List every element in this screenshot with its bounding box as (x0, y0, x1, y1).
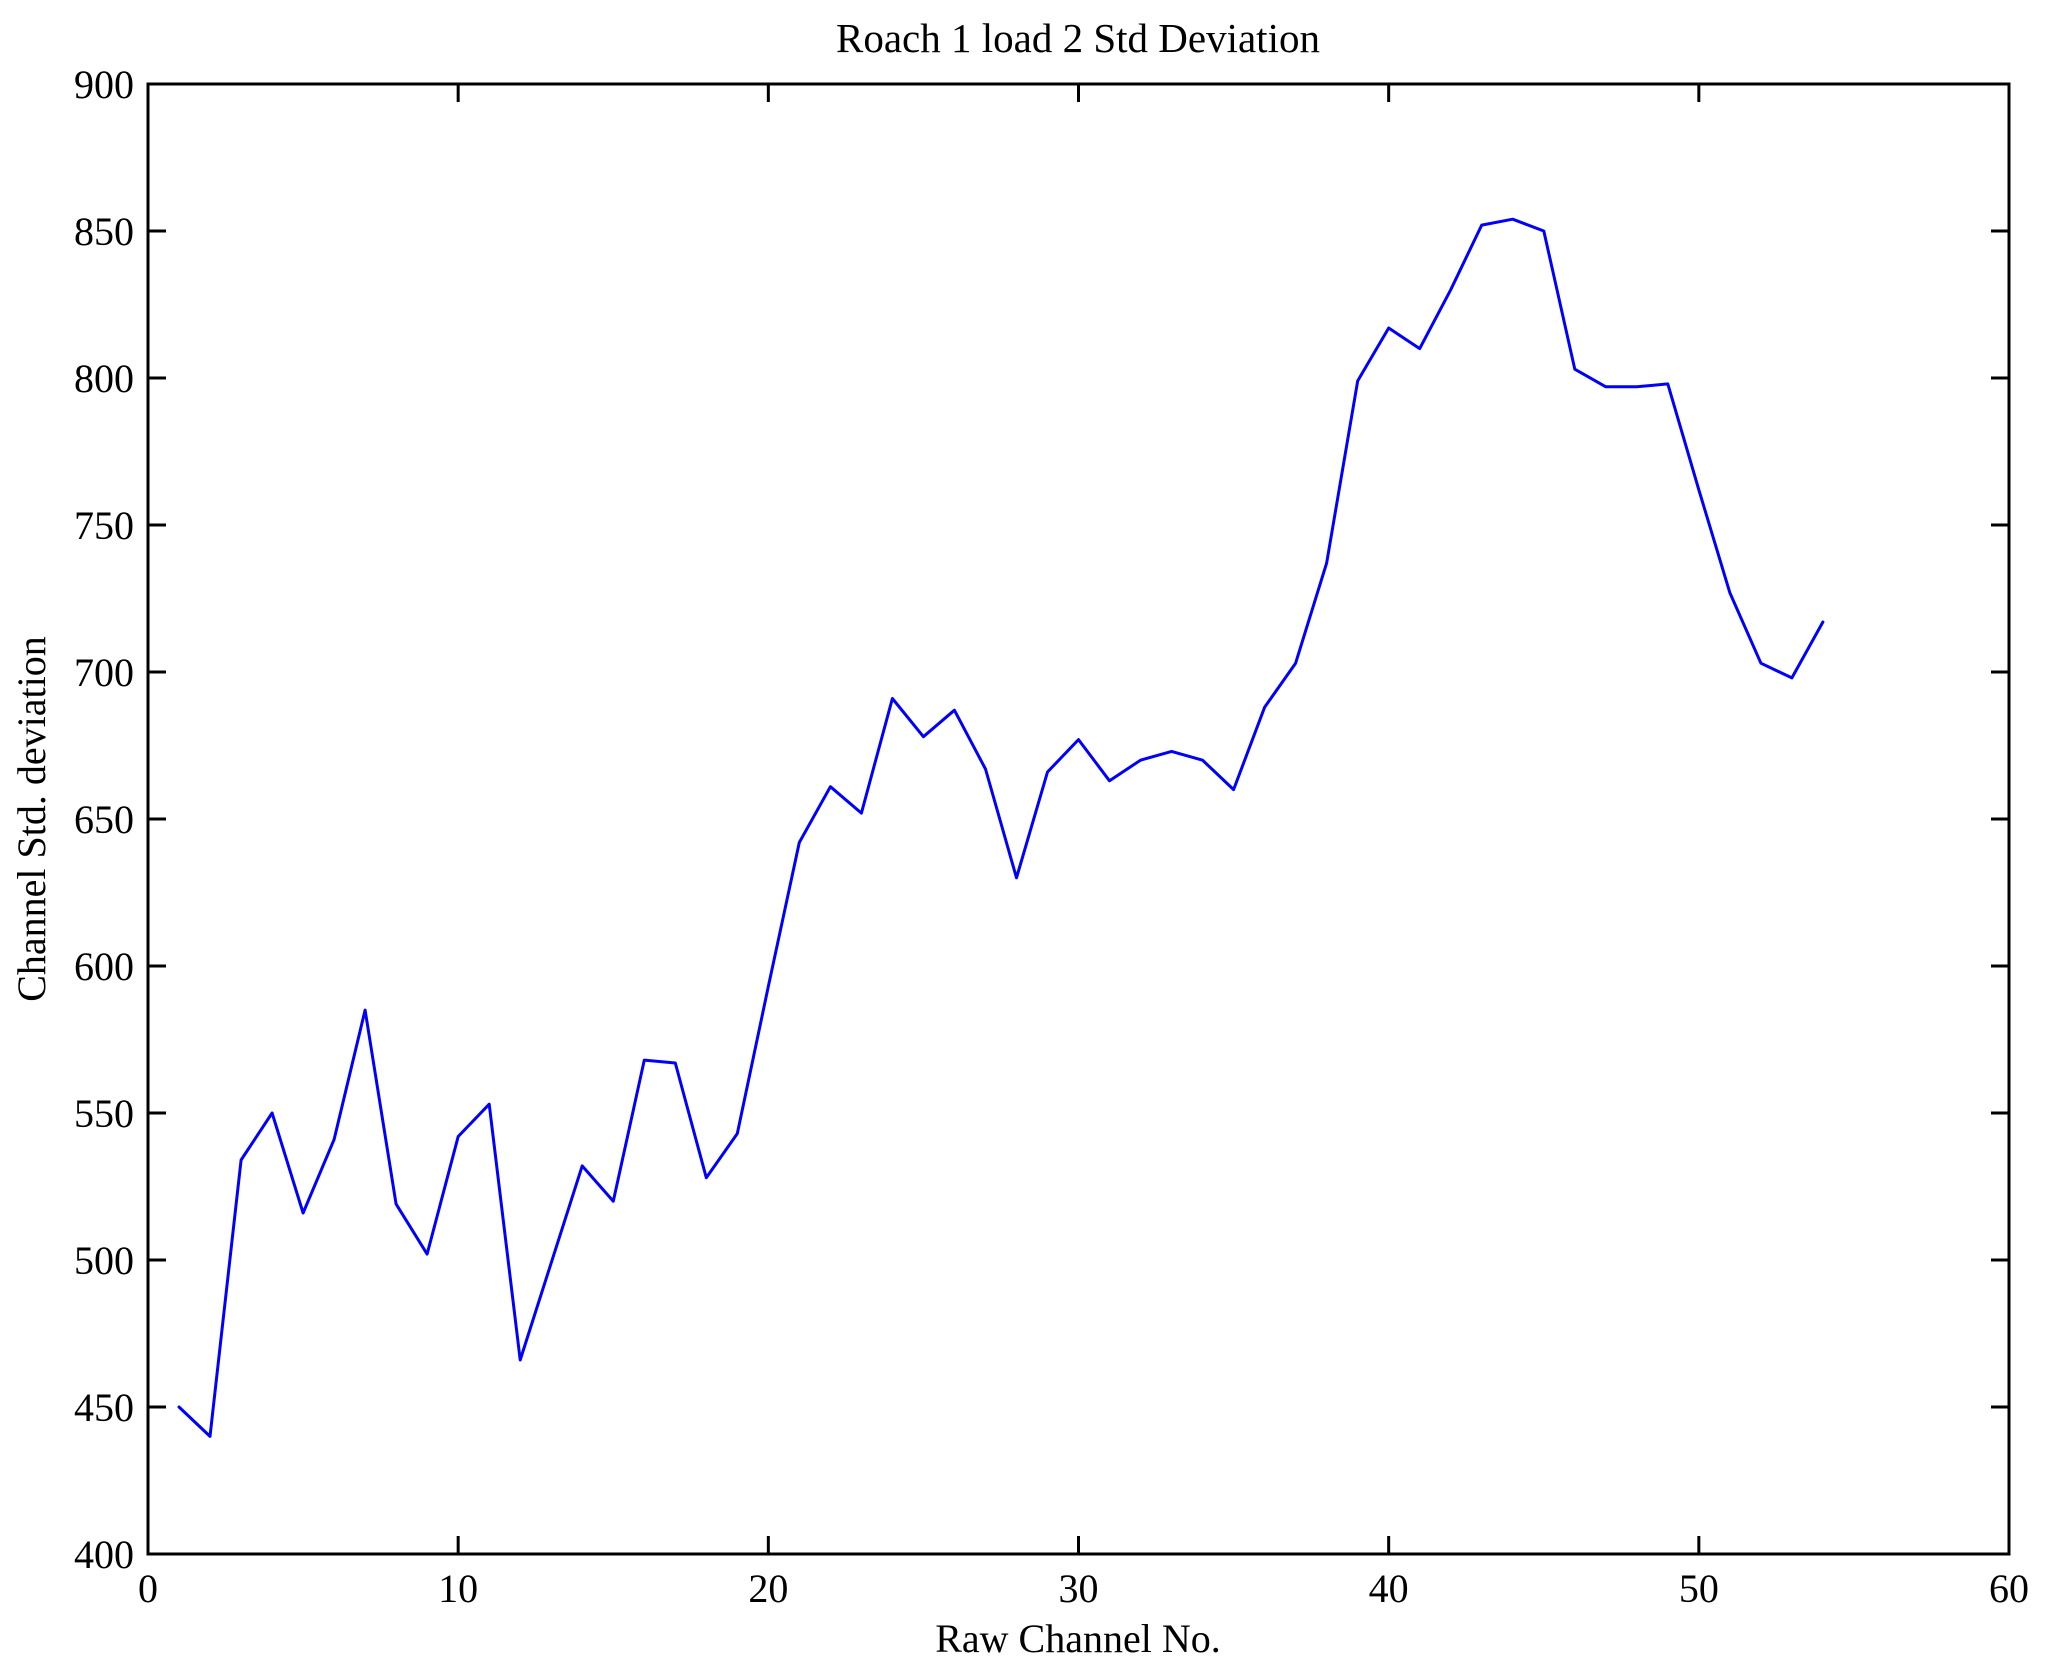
y-tick-label: 700 (74, 650, 134, 695)
y-tick-label: 650 (74, 797, 134, 842)
x-tick-label: 60 (1989, 1566, 2029, 1611)
y-tick-label: 600 (74, 944, 134, 989)
x-axis-label: Raw Channel No. (935, 1616, 1221, 1661)
y-tick-label: 500 (74, 1238, 134, 1283)
x-tick-label: 30 (1059, 1566, 1099, 1611)
chart-title: Roach 1 load 2 Std Deviation (836, 15, 1320, 61)
y-tick-label: 400 (74, 1532, 134, 1577)
x-tick-label: 20 (748, 1566, 788, 1611)
axis-tick-labels: 0 10 20 30 40 50 60 400 450 500 550 600 650 700 750 800… (74, 62, 2029, 1611)
y-tick-label: 550 (74, 1091, 134, 1136)
data-line (177, 217, 1825, 1438)
x-tick-label: 10 (438, 1566, 478, 1611)
y-tick-label: 900 (74, 62, 134, 107)
x-tick-label: 50 (1679, 1566, 1719, 1611)
x-tick-label: 0 (138, 1566, 158, 1611)
axis-tick-marks (146, 82, 2011, 1556)
y-tick-label: 800 (74, 356, 134, 401)
y-tick-label: 750 (74, 503, 134, 548)
x-tick-label: 40 (1369, 1566, 1409, 1611)
y-tick-label: 850 (74, 209, 134, 254)
plot-area-box (146, 82, 2011, 1556)
y-axis-label: Channel Std. deviation (9, 636, 54, 1002)
y-tick-label: 450 (74, 1385, 134, 1430)
